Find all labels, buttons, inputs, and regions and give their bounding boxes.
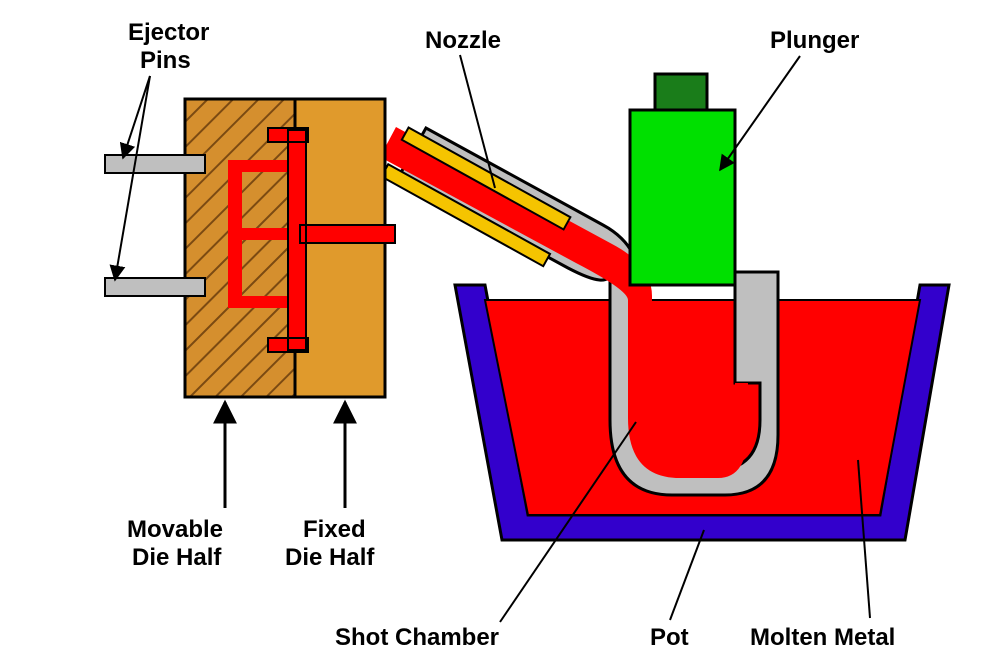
label-fixed-1: Fixed xyxy=(303,516,366,543)
label-pot: Pot xyxy=(650,624,689,651)
plunger xyxy=(630,74,735,285)
label-molten-metal: Molten Metal xyxy=(750,624,895,651)
label-movable-1: Movable xyxy=(127,516,223,543)
label-ejector-pins-2: Pins xyxy=(140,47,191,74)
label-plunger: Plunger xyxy=(770,27,859,54)
label-nozzle: Nozzle xyxy=(425,27,501,54)
label-ejector-pins-1: Ejector xyxy=(128,19,209,46)
label-movable-2: Die Half xyxy=(132,544,222,571)
label-fixed-2: Die Half xyxy=(285,544,375,571)
label-shot-chamber: Shot Chamber xyxy=(335,624,499,651)
